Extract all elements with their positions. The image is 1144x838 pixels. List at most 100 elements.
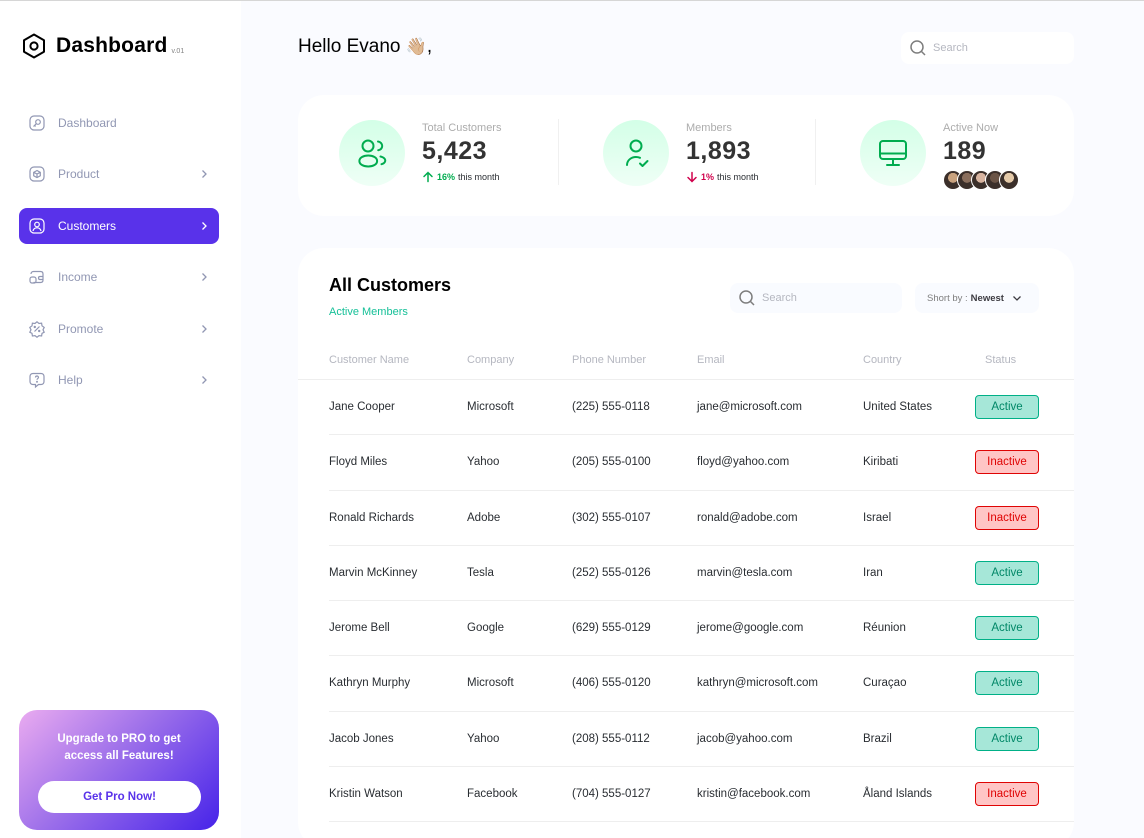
table-row[interactable]: Floyd Miles Yahoo (205) 555-0100 floyd@yaho… [298,435,1074,491]
stat-total-customers: Total Customers 5,423 16% this month [339,120,501,188]
cube-icon [28,165,46,183]
stat-active-now: Active Now 189 [860,120,1019,190]
greeting-comma: , [426,36,433,57]
country-cell: Åland Islands [863,788,933,801]
customer-name-cell: Floyd Miles [329,456,388,469]
table-row[interactable]: Jerome Bell Google (629) 555-0129 jerome@go… [298,601,1074,657]
customer-name-cell: Marvin McKinney [329,566,418,579]
email-cell: floyd@yahoo.com [697,456,790,469]
chevron-right-icon [202,273,207,282]
status-badge[interactable]: Active [975,726,1039,751]
phone-cell: (252) 555-0126 [572,566,651,579]
wallet-money-icon [28,268,46,286]
arrow-down-icon [687,171,697,183]
sidebar: Dashboard v.01 Dashboard Product Custome… [0,1,241,838]
table-title: All Customers [329,275,452,295]
change-percent: 16% [437,172,456,182]
search-icon [910,40,926,56]
sidebar-item-income[interactable]: Income [19,259,219,295]
table-row[interactable]: Jacob Jones Yahoo (208) 555-0112 jacob@yaho… [298,712,1074,768]
table-search-box[interactable] [730,283,902,313]
company-cell: Yahoo [467,456,500,469]
top-border [0,0,1144,1]
email-cell: ronald@adobe.com [697,511,798,524]
country-cell: Iran [863,566,883,579]
customer-name-cell: Jerome Bell [329,622,390,635]
sidebar-item-dashboard[interactable]: Dashboard [19,105,219,141]
discount-shape-icon [28,320,46,338]
sidebar-item-promote[interactable]: Promote [19,311,219,347]
get-pro-button[interactable]: Get Pro Now! [38,781,201,813]
company-cell: Microsoft [467,401,514,413]
change-text: this month [458,172,500,182]
waving-hand-icon: 👋🏼 [405,37,427,56]
phone-cell: (406) 555-0120 [572,677,651,690]
email-cell: marvin@tesla.com [697,566,793,579]
status-badge[interactable]: Active [975,395,1039,419]
phone-cell: (629) 555-0129 [572,622,651,635]
top-search-input[interactable] [933,42,1053,54]
status-badge[interactable]: Inactive [975,505,1039,530]
status-badge[interactable]: Active [975,560,1039,585]
customer-name-cell: Kristin Watson [329,788,403,801]
avatar [999,170,1019,190]
stat-members: Members 1,893 1% this month [603,120,759,188]
status-badge[interactable]: Active [975,671,1039,696]
column-header-email: Email [697,354,725,366]
table-row[interactable]: Kathryn Murphy Microsoft (406) 555-0120 kat… [298,656,1074,713]
sidebar-item-label: Product [58,167,100,182]
company-cell: Facebook [467,788,518,801]
chevron-down-icon [1012,296,1021,301]
stat-label: Members [686,122,732,134]
sort-dropdown[interactable]: Short by : Newest [915,283,1039,313]
table-row[interactable]: Kristin Watson Facebook (704) 555-0127 kris… [298,767,1074,823]
search-icon [739,290,755,306]
column-header-country: Country [863,354,902,366]
sidebar-item-label: Income [58,270,98,285]
company-cell: Google [467,622,505,635]
stat-value: 5,423 [422,137,488,165]
country-cell: Kiribati [863,456,899,469]
greeting: Hello Evano 👋🏼, [298,36,432,58]
phone-cell: (208) 555-0112 [572,732,650,745]
company-cell: Adobe [467,511,501,524]
customer-name-cell: Jane Cooper [329,401,395,413]
sidebar-item-help[interactable]: Help [19,362,219,398]
sidebar-item-label: Dashboard [58,116,117,130]
sidebar-item-label: Promote [58,321,104,336]
status-badge[interactable]: Inactive [975,782,1039,807]
table-row[interactable]: Marvin McKinney Tesla (252) 555-0126 marvin… [298,546,1074,602]
email-cell: jerome@google.com [697,622,804,635]
company-cell: Yahoo [467,732,500,745]
table-row[interactable]: Jane Cooper Microsoft (225) 555-0118 jane@m… [298,380,1074,436]
promo-text: Upgrade to PRO to get access all Feature… [57,733,181,762]
email-cell: jacob@yahoo.com [697,732,793,745]
column-header-name: Customer Name [329,354,410,366]
message-question-icon [28,371,46,389]
country-cell: Réunion [863,622,906,635]
table-search-input[interactable] [762,292,882,304]
table-subtitle[interactable]: Active Members [329,306,408,318]
status-badge[interactable]: Active [975,616,1039,641]
status-badge[interactable]: Inactive [975,450,1039,475]
brand[interactable]: Dashboard v.01 [21,33,184,59]
sort-value: Newest [970,292,1004,304]
sidebar-item-product[interactable]: Product [19,156,219,192]
stat-divider [815,119,816,185]
top-search-box[interactable] [901,32,1074,64]
user-tick-icon [603,120,669,186]
change-text: this month [717,172,759,182]
email-cell: kathryn@microsoft.com [697,677,818,690]
stat-change: 16% this month [422,171,501,183]
chevron-right-icon [202,324,207,333]
email-cell: kristin@facebook.com [697,788,811,801]
table-row[interactable]: Ronald Richards Adobe (302) 555-0107 ronald… [298,491,1074,547]
column-header-company: Company [467,354,515,366]
brand-version: v.01 [171,48,185,55]
customer-name-cell: Kathryn Murphy [329,677,411,690]
chevron-right-icon [202,170,207,179]
phone-cell: (302) 555-0107 [572,511,651,524]
company-cell: Microsoft [467,677,514,690]
company-cell: Tesla [467,566,494,579]
sidebar-item-customers[interactable]: Customers [19,207,219,244]
